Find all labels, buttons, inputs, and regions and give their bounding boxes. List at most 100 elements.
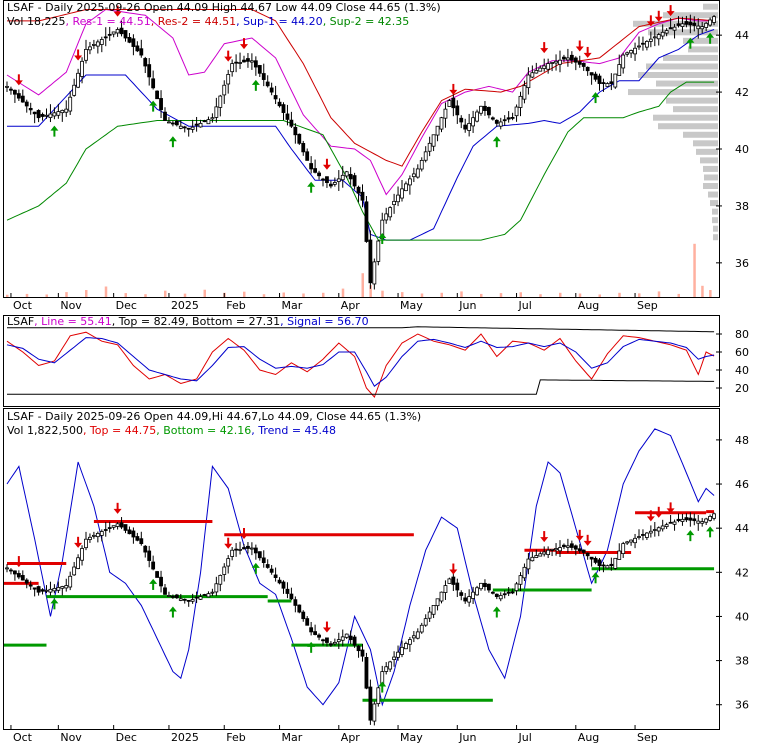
price-candle (609, 81, 614, 84)
chan-candle (597, 559, 602, 567)
sell-signal-arrow (646, 516, 655, 522)
chan-candle (301, 611, 306, 620)
sell-signal-arrow (449, 569, 458, 575)
price-candle (550, 62, 554, 64)
buy-signal-arrow (706, 526, 715, 532)
price-candle (107, 33, 112, 36)
chan-candle (502, 593, 507, 596)
price-candle (522, 85, 527, 100)
chan-candle (668, 521, 673, 524)
header-field: , Sup-1 = 44.20 (236, 15, 323, 28)
volume-bar (709, 290, 712, 297)
buy-signal-arrow (706, 32, 715, 38)
oscillator-header: LSAF, Line = 55.41, Top = 82.49, Bottom … (7, 315, 369, 328)
price-candle (459, 117, 464, 123)
price-candle (534, 70, 539, 74)
sell-signal-arrow (113, 508, 122, 514)
price-candle (135, 45, 140, 52)
price-candle (352, 175, 357, 187)
volume-profile-bar (704, 174, 718, 181)
volume-bar (539, 294, 542, 297)
chan-candle (281, 581, 286, 589)
chan-candle (52, 587, 57, 592)
chan-candle (88, 536, 92, 540)
chan-candle (633, 537, 637, 544)
chan-candle (76, 557, 80, 569)
volume-bar (598, 294, 601, 297)
sell-signal-arrow (14, 80, 23, 86)
price-candle (407, 178, 412, 186)
chan-candle (443, 585, 448, 593)
price-candle (577, 61, 582, 65)
sell-signal-arrow (583, 540, 592, 546)
chan-x-tick-label: 2025 (171, 731, 199, 744)
price-candle (404, 183, 408, 192)
chan-candle (696, 520, 701, 524)
price-x-tick-label: Dec (116, 299, 137, 312)
price-candle (99, 39, 104, 45)
price-candle (554, 60, 558, 64)
chan-candle (40, 589, 45, 592)
price-x-tick-label: May (400, 299, 423, 312)
volume-bar (65, 292, 68, 297)
chan-candle (238, 548, 242, 551)
volume-bar (420, 293, 424, 297)
price-candle (40, 114, 45, 117)
chan-candle (550, 548, 554, 551)
chan-candle (328, 643, 333, 646)
chan-candle (534, 555, 539, 558)
chan-candle (569, 543, 574, 548)
price-candle (372, 261, 377, 285)
price-candle (573, 57, 578, 63)
price-candle (56, 111, 61, 116)
price-candle (676, 23, 681, 26)
price-candle (704, 22, 709, 28)
chan-y-tick-label: 44 (735, 522, 749, 535)
chan-candle (554, 548, 558, 551)
volume-bar (559, 292, 562, 297)
price-candle (92, 44, 96, 46)
price-candle (178, 125, 183, 129)
price-candle (80, 60, 84, 77)
price-candle (585, 66, 590, 72)
sell-signal-arrow (449, 89, 458, 95)
header-field: Vol 18,225 (7, 15, 65, 28)
chan-candle (246, 545, 250, 549)
chan-candle (451, 576, 456, 585)
price-candle (265, 81, 270, 87)
chan-candle (704, 518, 709, 523)
chan-x-tick-label: Jun (458, 731, 476, 744)
price-candle (514, 106, 519, 117)
chan-candle (309, 627, 314, 633)
header-field: , Bottom = 42.16 (156, 424, 251, 437)
chan-candle (510, 591, 515, 594)
sell-signal-arrow (540, 537, 549, 543)
price-candle (301, 143, 306, 153)
sell-signal-arrow (113, 11, 122, 17)
chan-candle (194, 596, 199, 599)
osc-line-line (6, 331, 715, 398)
chan-candle (68, 575, 73, 588)
volume-bar (25, 293, 29, 297)
chan-candle (159, 576, 163, 587)
buy-signal-arrow (492, 606, 501, 612)
volume-bar (361, 273, 364, 297)
price-candle (261, 73, 266, 80)
sell-signal-arrow (666, 508, 675, 514)
chan-candle (700, 521, 705, 524)
chan-candle (218, 575, 223, 585)
volume-profile-bar (713, 225, 718, 232)
chan-candle (585, 552, 590, 557)
price-candle (297, 133, 302, 144)
chan-x-tick-label: Oct (13, 731, 33, 744)
sell-signal-arrow (74, 542, 83, 548)
buy-signal-arrow (149, 100, 158, 106)
sell-signal-arrow (74, 55, 83, 61)
price-candle (206, 119, 211, 125)
header-field: , Bottom = 27.31 (185, 315, 280, 328)
price-candle (269, 87, 274, 93)
price-x-tick-label: Sep (637, 299, 658, 312)
volume-bar (183, 293, 187, 297)
header-field: , Res-2 = 44.51 (151, 15, 236, 28)
price-candle (309, 163, 314, 170)
